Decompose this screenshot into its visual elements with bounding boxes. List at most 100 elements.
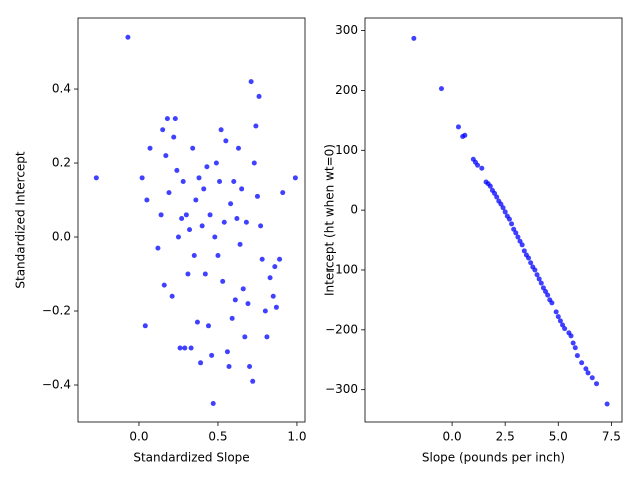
point — [239, 186, 245, 192]
point — [570, 340, 576, 346]
point — [213, 160, 219, 166]
point — [231, 179, 237, 185]
point — [553, 309, 559, 315]
point — [93, 175, 99, 181]
point — [568, 333, 574, 339]
point — [191, 253, 197, 259]
point — [209, 352, 215, 358]
x-tick-label: 2.5 — [496, 430, 515, 444]
axes-frame — [77, 17, 306, 423]
point — [583, 366, 589, 372]
point — [139, 175, 145, 181]
point — [242, 334, 248, 340]
point — [248, 79, 254, 85]
point — [528, 260, 534, 266]
point — [264, 334, 270, 340]
point — [172, 116, 178, 122]
point — [240, 286, 246, 292]
y-tick-label: −200 — [325, 322, 358, 336]
point — [270, 293, 276, 299]
point — [171, 134, 177, 140]
point — [199, 223, 205, 229]
point — [235, 145, 241, 151]
y-tick-label: 0 — [350, 203, 358, 217]
point — [574, 353, 580, 359]
point — [545, 292, 551, 298]
point — [174, 167, 180, 173]
y-tick-label: 0.4 — [52, 82, 71, 96]
point — [161, 282, 167, 288]
x-tick-label: 0.0 — [443, 430, 462, 444]
point — [251, 160, 257, 166]
point — [158, 212, 164, 218]
point — [519, 242, 525, 248]
point — [438, 86, 444, 92]
point — [180, 179, 186, 185]
point — [217, 179, 223, 185]
point — [125, 34, 131, 40]
point — [502, 209, 508, 215]
point — [259, 256, 265, 262]
point — [147, 145, 153, 151]
point — [229, 315, 235, 321]
point — [258, 223, 264, 229]
point — [232, 297, 238, 303]
point — [500, 205, 506, 211]
y-axis-label: Intercept (ht when wt=0) — [323, 144, 337, 296]
point — [262, 308, 268, 314]
y-tick-label: −0.4 — [42, 378, 71, 392]
point — [155, 245, 161, 251]
point — [228, 201, 234, 207]
y-tick-label: 0.2 — [52, 156, 71, 170]
point — [237, 241, 243, 247]
point — [589, 375, 595, 381]
point — [604, 401, 610, 407]
point — [245, 301, 251, 307]
y-axis-label: Standardized Intercept — [14, 151, 28, 289]
point — [562, 326, 568, 332]
point — [487, 183, 493, 189]
point — [538, 280, 544, 286]
y-tick-label: 300 — [335, 23, 358, 37]
point — [224, 349, 230, 355]
point — [273, 304, 279, 310]
point — [198, 360, 204, 366]
point — [272, 264, 278, 270]
point — [513, 230, 519, 236]
point — [204, 164, 210, 170]
point — [202, 271, 208, 277]
point — [220, 278, 226, 284]
point — [188, 345, 194, 351]
point — [194, 319, 200, 325]
point — [243, 219, 249, 225]
point — [292, 175, 298, 181]
point — [166, 190, 172, 196]
point — [223, 138, 229, 144]
point — [218, 127, 224, 133]
point — [479, 165, 485, 171]
point — [475, 162, 481, 168]
point — [169, 293, 175, 299]
point — [207, 212, 213, 218]
x-tick-label: 7.5 — [602, 430, 621, 444]
point — [205, 323, 211, 329]
point — [221, 219, 227, 225]
point — [175, 234, 181, 240]
x-axis-label: Standardized Slope — [133, 451, 249, 465]
point — [193, 197, 199, 203]
axes-frame — [364, 17, 623, 423]
point — [164, 116, 170, 122]
point — [515, 234, 521, 240]
point — [411, 35, 417, 41]
point — [549, 300, 555, 306]
point — [160, 127, 166, 133]
x-axis-label: Slope (pounds per inch) — [422, 451, 565, 465]
point — [256, 93, 262, 99]
point — [163, 153, 169, 159]
y-tick-label: −0.2 — [42, 304, 71, 318]
point — [253, 123, 259, 129]
x-tick-label: 1.0 — [287, 430, 306, 444]
y-tick-label: 0.0 — [52, 230, 71, 244]
point — [509, 221, 515, 227]
point — [212, 234, 218, 240]
